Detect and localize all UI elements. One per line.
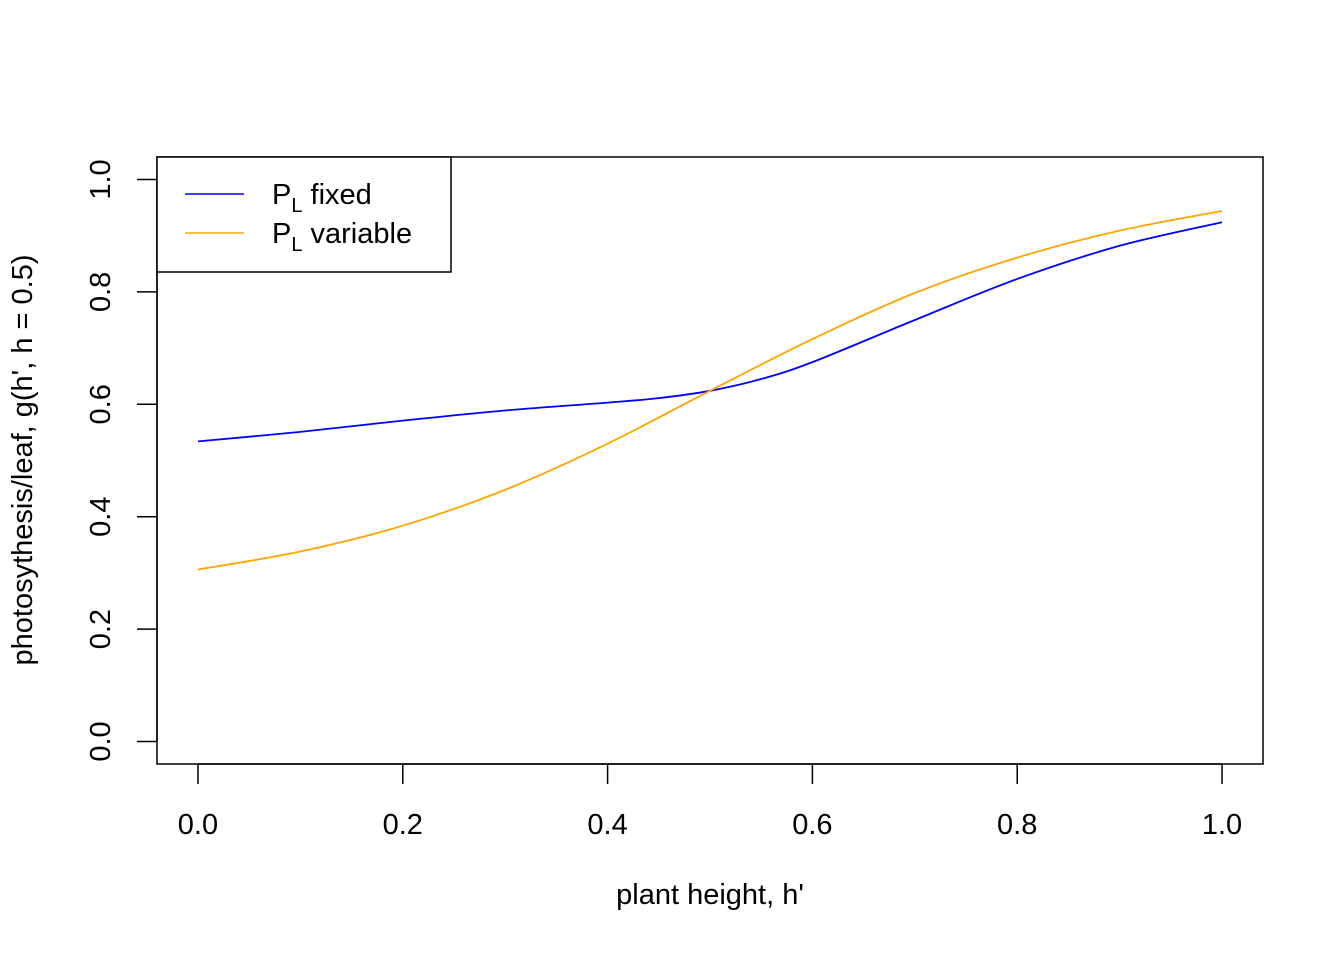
legend-label-fixed-rest: fixed — [302, 179, 371, 211]
x-axis-title: plant height, h' — [616, 879, 804, 911]
y-axis-title: photosythesis/leaf, g(h', h = 0.5) — [7, 255, 39, 666]
legend-label-fixed: PL fixed — [272, 179, 372, 217]
y-tick-label: 1.0 — [85, 159, 117, 199]
y-tick-label: 0.0 — [85, 721, 117, 761]
legend-label-variable-main: P — [272, 218, 291, 250]
y-tick-label: 0.6 — [85, 384, 117, 424]
legend-label-variable-sub: L — [291, 234, 302, 256]
legend-label-variable-rest: variable — [302, 218, 412, 250]
legend-label-fixed-sub: L — [291, 195, 302, 217]
legend: PL fixed PL variable — [156, 156, 452, 273]
series-layer — [197, 210, 1223, 571]
x-tick-label: 0.6 — [792, 809, 832, 841]
x-axis: 0.0 0.2 0.4 0.6 0.8 1.0 — [178, 763, 1242, 841]
x-tick-label: 1.0 — [1202, 809, 1242, 841]
y-tick-label: 0.2 — [85, 609, 117, 649]
y-axis: 0.0 0.2 0.4 0.6 0.8 1.0 — [85, 159, 158, 762]
y-tick-label: 0.4 — [85, 497, 117, 537]
legend-box — [156, 156, 452, 273]
legend-label-fixed-main: P — [272, 179, 291, 211]
x-tick-label: 0.2 — [383, 809, 423, 841]
y-tick-label: 0.8 — [85, 272, 117, 312]
x-tick-label: 0.0 — [178, 809, 218, 841]
legend-label-variable: PL variable — [272, 218, 412, 256]
x-tick-label: 0.8 — [997, 809, 1037, 841]
series-line-pl-variable — [197, 210, 1223, 571]
x-tick-label: 0.4 — [587, 809, 627, 841]
